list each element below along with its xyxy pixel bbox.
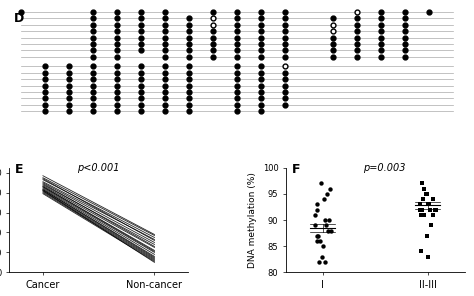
- Point: [418, 249, 425, 254]
- Text: F: F: [292, 163, 300, 176]
- Point: [314, 233, 322, 238]
- Point: [322, 223, 330, 228]
- Point: [316, 239, 323, 243]
- Point: [325, 218, 333, 222]
- Point: [419, 207, 426, 212]
- Point: [313, 202, 321, 207]
- Point: [316, 260, 323, 264]
- Point: [419, 197, 427, 202]
- Point: [321, 260, 328, 264]
- Point: [313, 207, 321, 212]
- Point: [327, 186, 334, 191]
- Point: [429, 213, 437, 217]
- Text: p=0.003: p=0.003: [363, 163, 405, 173]
- Point: [420, 186, 428, 191]
- Point: [314, 239, 321, 243]
- Point: [327, 228, 335, 233]
- Text: E: E: [15, 163, 23, 176]
- Y-axis label: DNA methylation (%): DNA methylation (%): [248, 172, 257, 268]
- Point: [421, 213, 428, 217]
- Point: [423, 192, 431, 196]
- Point: [431, 207, 439, 212]
- Point: [422, 192, 429, 196]
- Point: [323, 192, 330, 196]
- Point: [321, 197, 328, 202]
- Point: [432, 207, 439, 212]
- Point: [311, 213, 319, 217]
- Point: [424, 254, 431, 259]
- Text: D: D: [14, 12, 24, 25]
- Point: [314, 233, 321, 238]
- Point: [317, 181, 325, 186]
- Point: [311, 223, 319, 228]
- Point: [321, 218, 328, 222]
- Point: [429, 197, 437, 202]
- Point: [426, 202, 433, 207]
- Point: [417, 213, 425, 217]
- Point: [318, 254, 326, 259]
- Point: [423, 233, 430, 238]
- Point: [319, 244, 327, 249]
- Point: [417, 207, 424, 212]
- Point: [418, 181, 426, 186]
- Point: [325, 228, 332, 233]
- Point: [427, 223, 435, 228]
- Point: [416, 202, 424, 207]
- Point: [426, 207, 433, 212]
- Point: [424, 202, 432, 207]
- Text: p<0.001: p<0.001: [77, 163, 120, 173]
